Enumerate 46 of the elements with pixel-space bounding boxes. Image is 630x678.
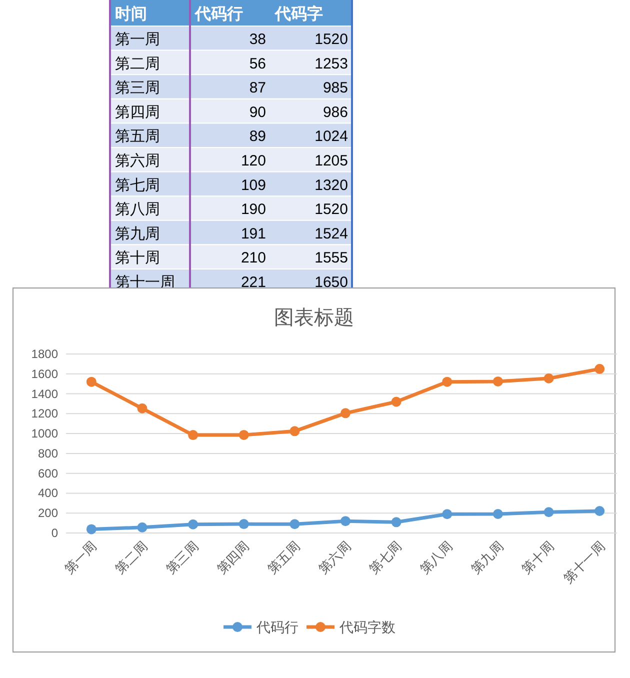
- point: [340, 408, 350, 418]
- point: [137, 403, 148, 414]
- x-tick-label: 第四周: [214, 538, 252, 577]
- chart-title: 图表标题: [274, 307, 354, 329]
- x-tick-label: 第十周: [518, 538, 557, 577]
- y-tick-label: 200: [38, 506, 58, 520]
- point: [290, 519, 300, 530]
- point: [492, 509, 503, 520]
- y-tick-label: 1800: [31, 347, 58, 361]
- point: [442, 376, 452, 387]
- y-tick-label: 1200: [31, 406, 58, 421]
- point: [238, 519, 249, 530]
- point: [340, 516, 350, 526]
- legend-label: 代码字数: [338, 619, 396, 635]
- x-tick-label: 第二周: [112, 538, 150, 577]
- point: [391, 517, 402, 528]
- y-tick-label: 800: [38, 446, 58, 460]
- point: [86, 376, 96, 387]
- point: [544, 373, 554, 384]
- point: [137, 522, 148, 532]
- point: [492, 376, 503, 386]
- point: [544, 507, 554, 518]
- point: [86, 524, 96, 534]
- y-tick-label: 1400: [31, 386, 58, 401]
- x-tick-label: 第十一周: [560, 538, 608, 586]
- point: [188, 430, 198, 440]
- x-tick-label: 第六周: [315, 538, 354, 577]
- y-tick-label: 400: [38, 486, 58, 500]
- point: [594, 506, 605, 516]
- point: [290, 426, 300, 436]
- x-tick-label: 第八周: [417, 538, 456, 577]
- y-tick-label: 1000: [31, 426, 58, 441]
- x-tick-label: 第五周: [264, 538, 303, 577]
- point: [442, 509, 452, 520]
- point: [594, 364, 605, 374]
- x-tick-label: 第一周: [61, 538, 100, 577]
- x-tick-label: 第三周: [162, 538, 202, 577]
- point: [188, 519, 198, 530]
- y-tick-label: 0: [51, 526, 58, 540]
- point: [238, 430, 249, 440]
- x-tick-label: 第九周: [468, 538, 506, 577]
- x-tick-label: 第七周: [366, 538, 404, 577]
- y-tick-label: 600: [38, 466, 58, 480]
- point: [391, 396, 402, 407]
- y-tick-label: 1600: [31, 366, 58, 381]
- legend-label: 代码行: [256, 619, 298, 635]
